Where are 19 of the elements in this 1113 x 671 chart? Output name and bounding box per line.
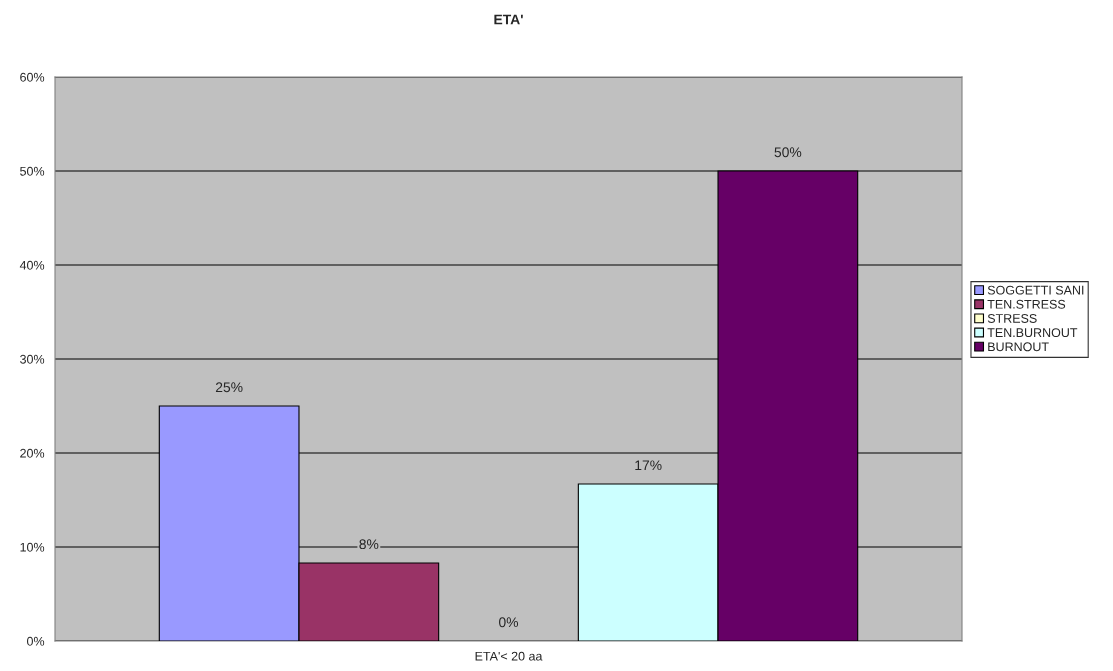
y-tick-label: 40% [19, 260, 45, 270]
y-tick-label: 30% [20, 354, 45, 364]
data-label: 17% [635, 460, 662, 471]
y-tick-label: 10% [20, 542, 45, 552]
y-tick-label: 60% [20, 72, 45, 82]
data-label: 0% [499, 617, 519, 628]
data-label: 50% [774, 147, 802, 158]
legend-label: TEN.BURNOUT [987, 328, 1078, 338]
chart-title: ETA' [494, 14, 523, 25]
legend-label: STRESS [987, 314, 1037, 323]
data-label: 8% [359, 539, 379, 550]
y-tick-label: 20% [20, 448, 45, 458]
x-tick-label: ETA'< 20 aa [475, 651, 543, 661]
legend-label: BURNOUT [988, 342, 1049, 352]
y-tick-label: 0% [27, 636, 45, 646]
data-label: 25% [215, 382, 243, 393]
legend-label: TEN.STRESS [987, 299, 1066, 309]
y-tick-label: 50% [20, 166, 45, 176]
legend-label: SOGGETTI SANI [987, 285, 1084, 295]
